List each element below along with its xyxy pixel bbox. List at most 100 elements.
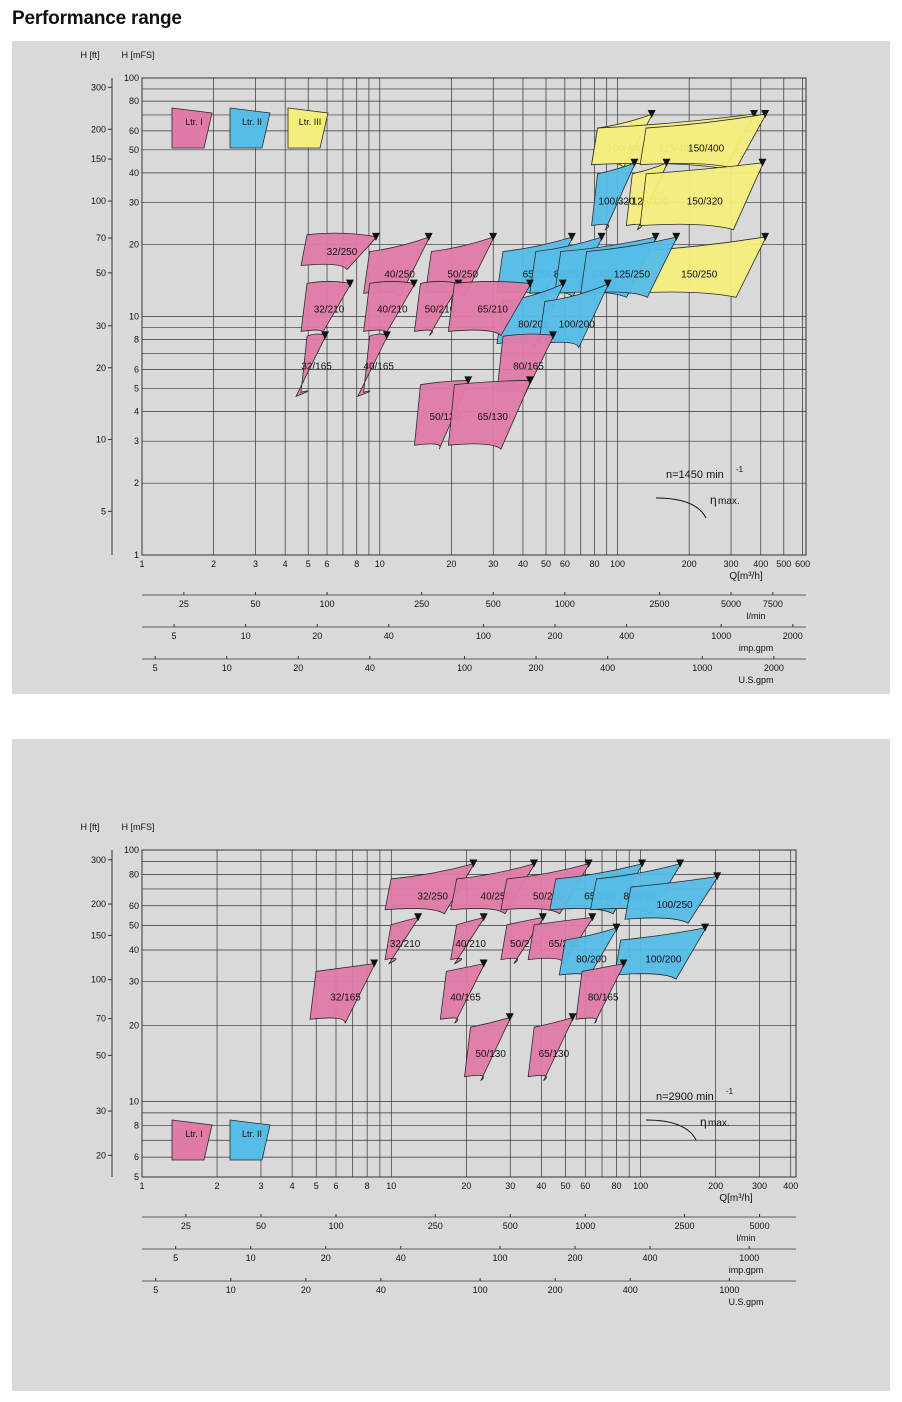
x-q-tick-label: 40 [518,559,528,569]
pump-label-40-210: 40/210 [377,304,408,315]
x-q-tick-label: 5 [314,1181,319,1191]
y-ft-tick-label: 150 [91,154,106,164]
pump-region-65-130 [447,380,532,450]
pump-label-65-210: 65/210 [477,304,508,315]
x-lmin-tick-label: 250 [414,599,429,609]
pump-label-50-130: 50/130 [430,412,461,423]
pump-label-80-200: 80/200 [576,955,607,966]
pump-label-50-210: 50/210 [425,304,456,315]
legend-label-ltr-ii: Ltr. II [242,1129,262,1139]
x-lmin-tick-label: 250 [428,1221,443,1231]
pump-label-100-200: 100/200 [645,955,682,966]
y-ft-tick-label: 5 [101,506,106,516]
pump-label-50-130: 50/130 [475,1049,506,1060]
x-q-tick-label: 8 [365,1181,370,1191]
x-q-tick-label: 100 [610,559,625,569]
pump-region-150-400 [639,113,767,170]
pump-label-80-165: 80/165 [513,361,544,372]
pump-label-32-250: 32/250 [417,891,448,902]
x-us-tick-label: 100 [457,663,472,673]
y-ft-tick-label: 20 [96,1150,106,1160]
x-lmin-tick-label: 100 [328,1221,343,1231]
x-lmin-tick-label: 50 [250,599,260,609]
x-us-tick-label: 10 [226,1285,236,1295]
x-lmin-tick-label: 100 [320,599,335,609]
pump-label-40-210: 40/210 [455,939,486,950]
y-ft-tick-label: 200 [91,899,106,909]
curve-arrow [548,331,557,340]
speed-label: n=1450 min [666,469,724,481]
x-lmin-tick-label: 500 [503,1221,518,1231]
pump-label-150-250: 150/250 [681,269,718,280]
pump-label-40-165: 40/165 [450,992,481,1003]
pump-label-100-200: 100/200 [559,320,596,331]
y-m-tick-label: 1 [134,550,139,560]
x-q-tick-label: 1 [139,1181,144,1191]
x-imp-tick-label: 5 [173,1253,178,1263]
x-us-tick-label: 40 [376,1285,386,1295]
x-us-unit: U.S.gpm [738,675,773,685]
x-lmin-tick-label: 5000 [750,1221,770,1231]
x-q-tick-label: 300 [752,1181,767,1191]
x-us-tick-label: 200 [548,1285,563,1295]
y-m-tick-label: 60 [129,126,139,136]
x-q-tick-label: 20 [461,1181,471,1191]
pump-label-50-250: 50/250 [533,891,564,902]
y-m-tick-label: 20 [129,1021,139,1031]
legend-swatch-ltr-ii [229,107,271,149]
legend-swatch-ltr-i [171,1119,213,1161]
curve-arrow [638,859,647,868]
x-us-tick-label: 5 [153,1285,158,1295]
x-lmin-tick-label: 1000 [555,599,575,609]
pump-label-65-130: 65/130 [477,412,508,423]
pump-label-32-165: 32/165 [301,361,332,372]
x-q-tick-label: 5 [306,559,311,569]
legend-swatch-ltr-iii [287,107,329,149]
x-q-tick-label: 100 [633,1181,648,1191]
y-m-tick-label: 80 [129,96,139,106]
x-us-unit: U.S.gpm [728,1297,763,1307]
eta-symbol: η [700,1115,707,1129]
curve-arrow [662,158,671,167]
x-q-tick-label: 2 [215,1181,220,1191]
x-imp-tick-label: 200 [568,1253,583,1263]
legend-label-ltr-iii: Ltr. III [299,117,322,127]
pump-label-125-250: 125/250 [614,269,651,280]
chart-panel-1450: 100/400125/400150/400125/320150/320150/2… [12,41,890,694]
y-m-tick-label: 80 [129,869,139,879]
y-ft-tick-label: 100 [91,196,106,206]
x-imp-tick-label: 10 [246,1253,256,1263]
curve-arrow [588,913,597,922]
pump-region-32-210 [384,916,420,965]
y-ft-tick-label: 70 [96,1014,106,1024]
y-ft-tick-label: 50 [96,1050,106,1060]
y-ft-tick-label: 10 [96,435,106,445]
x-us-tick-label: 100 [473,1285,488,1295]
y-ft-tick-label: 30 [96,1106,106,1116]
x-q-tick-label: 60 [580,1181,590,1191]
y-m-tick-label: 3 [134,436,139,446]
x-imp-unit: imp.gpm [729,1265,764,1275]
y-ft-tick-label: 200 [91,124,106,134]
curve-arrow [371,232,380,241]
x-us-tick-label: 5 [153,663,158,673]
x-q-tick-label: 50 [561,1181,571,1191]
pump-label-80-200: 80/200 [518,320,549,331]
curve-arrow [619,959,628,968]
pump-label-32-250: 32/250 [327,247,358,258]
chart-panel-2900: 32/25040/25050/25065/25080/250100/25032/… [12,739,890,1391]
x-q-tick-label: 4 [283,559,288,569]
curve-arrow [568,1013,577,1022]
legend-label-ltr-ii: Ltr. II [242,117,262,127]
curve-arrow [761,110,770,119]
y-m-tick-label: 50 [129,921,139,931]
y-ft-tick-label: 70 [96,233,106,243]
pump-region-40-210 [450,916,486,965]
curve-arrow [505,1013,514,1022]
x-lmin-tick-label: 2500 [675,1221,695,1231]
y-ft-tick-label: 100 [91,975,106,985]
pump-region-100-320 [591,161,637,231]
curve-arrow [321,331,330,340]
pump-region-80-165 [575,962,626,1024]
pump-label-65-130: 65/130 [539,1049,570,1060]
